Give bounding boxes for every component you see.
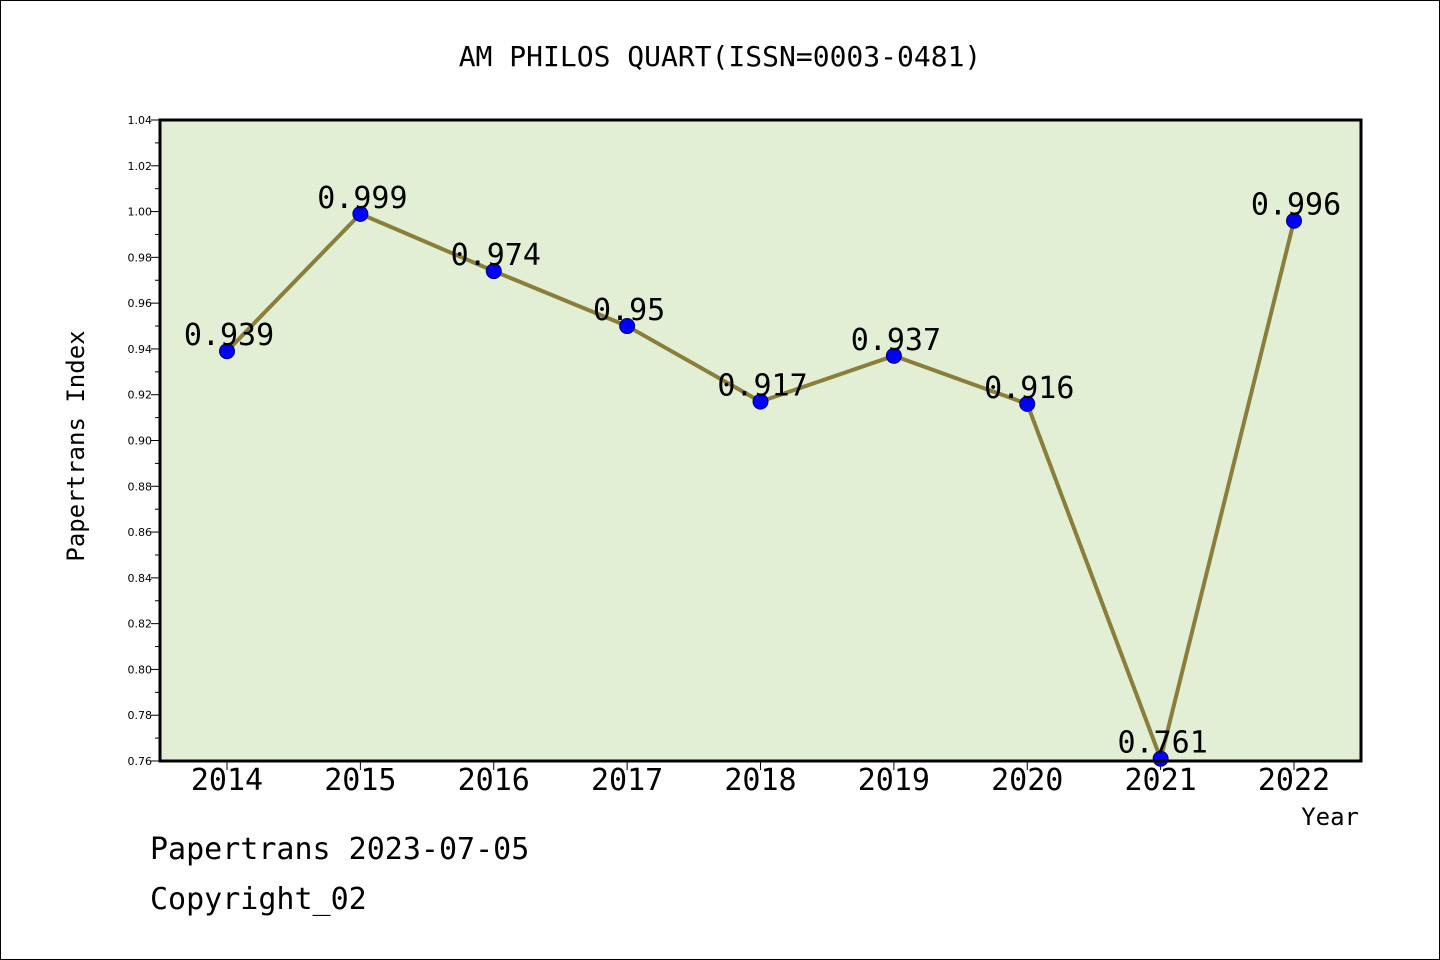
x-tick-label: 2018 <box>724 763 796 798</box>
data-label: 0.939 <box>184 318 274 353</box>
y-tick-label: 0.86 <box>128 526 153 539</box>
x-tick-label: 2015 <box>324 763 396 798</box>
y-tick-label: 0.96 <box>128 297 153 310</box>
y-tick-label: 0.94 <box>128 343 153 356</box>
data-point <box>619 318 636 335</box>
y-tick-label: 0.76 <box>128 755 153 768</box>
y-tick-label: 0.84 <box>128 572 153 585</box>
data-label: 0.917 <box>717 369 807 404</box>
data-point <box>1286 212 1302 229</box>
data-label: 0.996 <box>1251 188 1341 223</box>
y-tick-label: 1.02 <box>128 160 153 173</box>
chart-title: AM PHILOS QUART(ISSN=0003-0481) <box>459 40 982 73</box>
y-tick-label: 1.04 <box>128 114 153 127</box>
data-label: 0.974 <box>451 238 541 273</box>
data-point <box>885 347 902 364</box>
footer-copyright: Copyright_02 <box>150 882 367 917</box>
x-tick-label: 2021 <box>1125 763 1197 798</box>
data-point <box>1019 395 1036 412</box>
y-tick-label: 0.90 <box>128 435 153 448</box>
y-tick-label: 1.00 <box>128 206 153 219</box>
y-tick-label: 0.80 <box>128 663 153 676</box>
data-point <box>485 263 502 280</box>
y-tick-label: 0.78 <box>128 709 153 722</box>
x-axis-label: Year <box>1301 803 1359 831</box>
data-point <box>352 205 369 222</box>
y-tick-label: 0.82 <box>128 618 153 631</box>
data-point <box>752 393 769 410</box>
x-tick-label: 2022 <box>1258 763 1330 798</box>
x-tick-label: 2016 <box>458 763 530 798</box>
footer-date: Papertrans 2023-07-05 <box>150 832 530 867</box>
x-axis-ticks: 2014 2015 2016 2017 2018 2019 2020 2021 2022 <box>191 761 1330 798</box>
x-tick-label: 2020 <box>991 763 1063 798</box>
data-label: 0.95 <box>593 293 665 328</box>
y-axis-label: Papertrans Index <box>62 330 90 561</box>
data-label: 0.937 <box>851 323 941 358</box>
series-layer: 0.939 0.999 0.974 0.95 0.917 0.937 0.916 0.761 0… <box>184 181 1341 767</box>
data-point <box>219 343 235 360</box>
plot-border <box>158 118 1363 763</box>
plot-area <box>160 120 1361 761</box>
y-tick-label: 0.98 <box>128 251 153 264</box>
data-label: 0.761 <box>1117 726 1207 761</box>
y-tick-label: 0.88 <box>128 480 153 493</box>
y-tick-label: 0.92 <box>128 389 153 402</box>
data-label: 0.916 <box>984 371 1074 406</box>
x-tick-label: 2019 <box>858 763 930 798</box>
y-axis-ticks: 0.76 0.78 0.80 0.82 0.84 0.86 0.88 0.90 0.92 0.94… <box>128 114 160 768</box>
data-label: 0.999 <box>317 181 407 216</box>
x-tick-label: 2014 <box>191 763 263 798</box>
x-tick-label: 2017 <box>591 763 663 798</box>
